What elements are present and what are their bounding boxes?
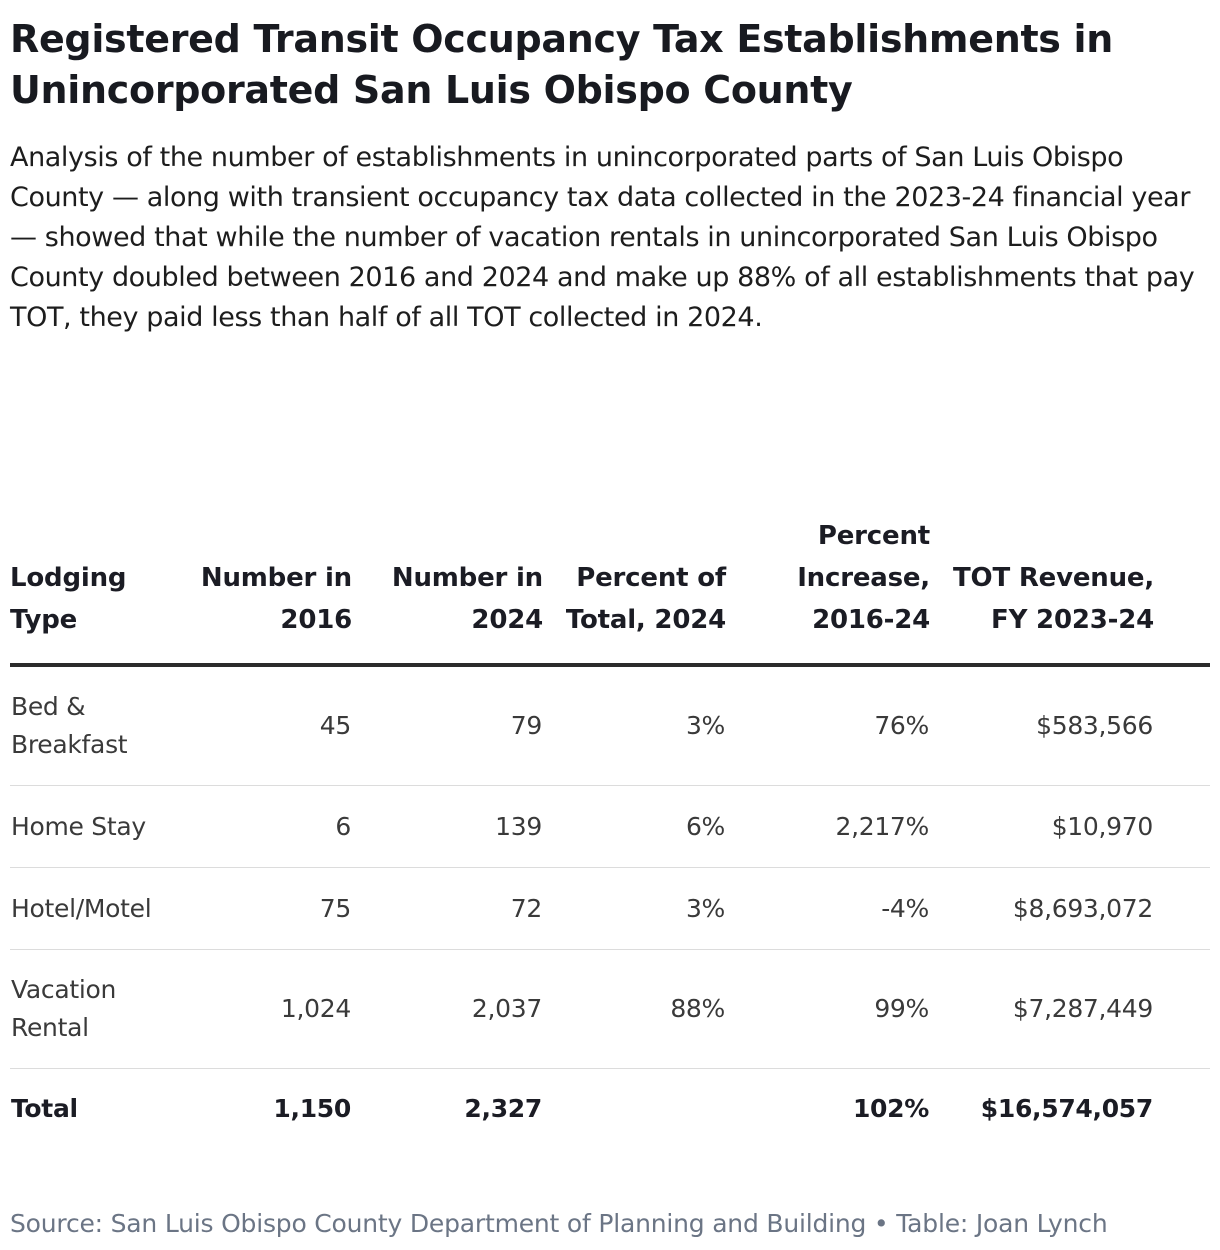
column-header-number-2024: Number in 2024	[352, 515, 543, 667]
table-cell: Vacation Rental	[10, 949, 200, 1069]
column-spacer	[1154, 515, 1210, 667]
table-spacer-cell	[1154, 785, 1210, 868]
table-cell: 76%	[726, 665, 930, 786]
column-header-number-2016: Number in 2016	[200, 515, 352, 667]
table-cell: $583,566	[930, 665, 1154, 786]
table-cell: $10,970	[930, 785, 1154, 868]
table-cell: 79	[352, 665, 543, 786]
table-row: Vacation Rental 1,024 2,037 88% 99% $7,2…	[10, 949, 1210, 1069]
table-spacer-cell	[1154, 867, 1210, 950]
description: Analysis of the number of establishments…	[10, 142, 1195, 333]
data-table: Lodging Type Number in 2016 Number in 20…	[10, 515, 1210, 1149]
table-cell: -4%	[726, 867, 930, 950]
table-cell: 6%	[543, 785, 726, 868]
table-cell: 2,217%	[726, 785, 930, 868]
table-cell: 88%	[543, 949, 726, 1069]
table-total-cell: 2,327	[464, 1094, 542, 1123]
table-cell: 45	[200, 665, 352, 786]
table-cell: $8,693,072	[930, 867, 1154, 950]
header: Registered Transit Occupancy Tax Establi…	[10, 14, 1210, 338]
table-total-row: Total 1,150 2,327 102% $16,574,057	[10, 1069, 1210, 1150]
table-total-cell: 102%	[852, 1094, 929, 1123]
table-spacer-cell	[1154, 1069, 1210, 1150]
column-header-lodging-type: Lodging Type	[10, 515, 200, 667]
table-total-cell: $16,574,057	[980, 1094, 1154, 1123]
table-cell: 72	[352, 867, 543, 950]
source-note: Source: San Luis Obispo County Departmen…	[10, 1209, 1108, 1238]
table-cell: 1,024	[200, 949, 352, 1069]
table-cell: Bed & Breakfast	[10, 665, 200, 786]
table-cell: 2,037	[352, 949, 543, 1069]
page-title: Registered Transit Occupancy Tax Establi…	[10, 17, 1114, 112]
column-header-percent-increase: Percent Increase, 2016-24	[726, 515, 930, 667]
table-cell: Home Stay	[10, 785, 200, 868]
table-total-cell: Total	[11, 1094, 78, 1123]
table-row: Home Stay 6 139 6% 2,217% $10,970	[10, 785, 1210, 868]
table-row: Bed & Breakfast 45 79 3% 76% $583,566	[10, 665, 1210, 786]
table-total-cell	[543, 1069, 726, 1150]
table-cell: 6	[200, 785, 352, 868]
table-row: Hotel/Motel 75 72 3% -4% $8,693,072	[10, 867, 1210, 950]
table-total-cell: 1,150	[273, 1094, 351, 1123]
table-cell: Hotel/Motel	[10, 867, 200, 950]
data-table-container: Lodging Type Number in 2016 Number in 20…	[10, 515, 1210, 1149]
table-cell: 75	[200, 867, 352, 950]
table-cell: 3%	[543, 867, 726, 950]
table-spacer-cell	[1154, 949, 1210, 1069]
column-header-percent-of-total: Percent of Total, 2024	[543, 515, 726, 667]
table-cell: 3%	[543, 665, 726, 786]
table-cell: $7,287,449	[930, 949, 1154, 1069]
table-header-row: Lodging Type Number in 2016 Number in 20…	[10, 515, 1210, 667]
table-cell: 99%	[726, 949, 930, 1069]
column-header-tot-revenue: TOT Revenue, FY 2023-24	[930, 515, 1154, 667]
table-cell: 139	[352, 785, 543, 868]
table-spacer-cell	[1154, 665, 1210, 786]
